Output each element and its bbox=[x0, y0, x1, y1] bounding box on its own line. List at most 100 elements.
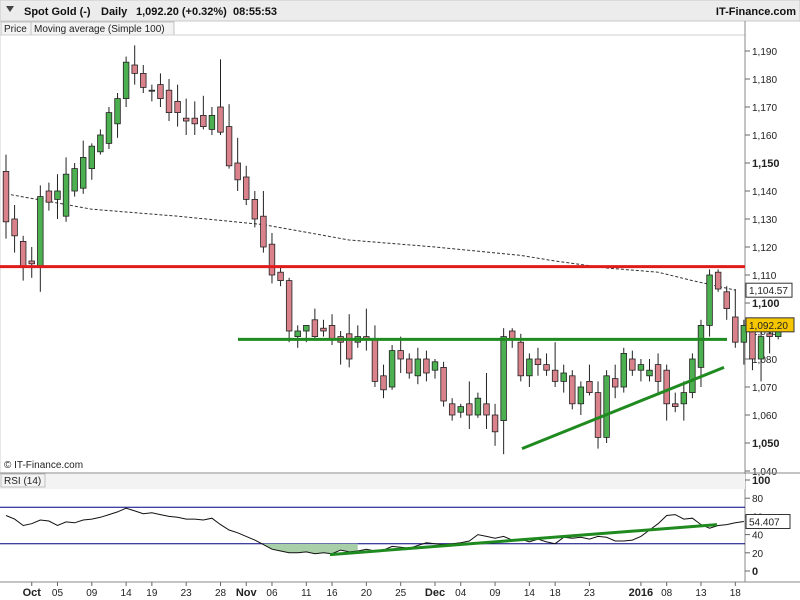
candle-body bbox=[723, 291, 730, 309]
ma-value-label: 1,104.57 bbox=[749, 286, 788, 297]
rsi-trend-line bbox=[329, 523, 718, 557]
x-tick-label: 09 bbox=[489, 588, 501, 599]
price-tick-label: 1,180 bbox=[752, 75, 777, 86]
x-tick-label: 23 bbox=[181, 588, 193, 599]
candle-body bbox=[594, 392, 602, 438]
candle-body bbox=[397, 350, 404, 360]
candle-body bbox=[732, 316, 739, 343]
dropdown-caret-icon[interactable] bbox=[6, 6, 14, 12]
candle-body bbox=[431, 361, 439, 371]
candle-body bbox=[491, 414, 499, 433]
ma-value-box bbox=[745, 282, 793, 298]
candle-body bbox=[448, 403, 456, 416]
rsi-legend-box[interactable] bbox=[0, 473, 46, 488]
x-tick-label: Oct bbox=[23, 587, 42, 599]
rsi-label: RSI (14) bbox=[4, 476, 41, 487]
rsi-tick-label: 0 bbox=[752, 566, 758, 578]
rsi-oversold-fill bbox=[263, 543, 358, 554]
x-tick-label: 14 bbox=[524, 588, 536, 599]
candle-body bbox=[654, 364, 662, 382]
header-bar bbox=[0, 0, 800, 22]
price-tick-label: 1,060 bbox=[752, 411, 777, 422]
candle-body bbox=[689, 358, 696, 393]
last-price-box bbox=[745, 317, 795, 333]
candle-body bbox=[97, 134, 104, 153]
candle-body bbox=[500, 336, 507, 422]
time-label: 08:55:53 bbox=[233, 6, 277, 18]
candle-body bbox=[577, 386, 585, 405]
rsi-tick-label: 20 bbox=[752, 549, 764, 560]
candle-body bbox=[345, 333, 353, 360]
moving-average-layer bbox=[5, 193, 736, 291]
candle-body bbox=[114, 98, 121, 125]
candle-body bbox=[543, 364, 550, 371]
candle-body bbox=[105, 112, 113, 144]
price-panel bbox=[0, 34, 746, 474]
candle-body bbox=[328, 324, 336, 340]
x-tick-label: 08 bbox=[661, 588, 673, 599]
candle-body bbox=[586, 380, 593, 393]
candle-body bbox=[208, 115, 216, 130]
candle-body bbox=[423, 358, 430, 374]
candle-body bbox=[234, 162, 241, 181]
instrument-name: Spot Gold (-) bbox=[24, 6, 91, 18]
candle-body bbox=[62, 173, 70, 217]
candle-body bbox=[200, 115, 207, 128]
candle-body bbox=[268, 243, 276, 276]
candle-body bbox=[122, 61, 130, 100]
candle-body bbox=[88, 145, 95, 169]
quote-label: 1,092.20 (+0.32%) bbox=[136, 6, 227, 18]
candle-body bbox=[157, 84, 164, 99]
price-tick-label: 1,050 bbox=[752, 438, 780, 450]
x-tick-label: 05 bbox=[52, 588, 64, 599]
price-tick-label: 1,090 bbox=[752, 327, 777, 338]
price-tick-label: 1,100 bbox=[752, 298, 780, 310]
candle-body bbox=[697, 324, 705, 368]
candle-body bbox=[28, 260, 35, 265]
x-tick-label: 19 bbox=[146, 588, 158, 599]
candle-body bbox=[714, 271, 722, 290]
price-tick-label: 1,130 bbox=[752, 215, 777, 226]
moving-average-line bbox=[5, 193, 736, 291]
candle-body bbox=[11, 218, 18, 237]
candle-body bbox=[165, 89, 173, 113]
candle-body bbox=[672, 403, 679, 407]
uptrend-line bbox=[521, 366, 725, 450]
candle-body bbox=[225, 126, 233, 167]
candle-body bbox=[54, 190, 61, 200]
candle-body bbox=[320, 327, 327, 332]
candle-body bbox=[303, 324, 310, 332]
last-price-label: 1,092.20 bbox=[749, 321, 788, 332]
x-tick-label: 25 bbox=[395, 588, 407, 599]
candle-body bbox=[251, 198, 259, 220]
candle-body bbox=[37, 196, 44, 268]
candle-body bbox=[285, 280, 293, 332]
candle-body bbox=[182, 117, 190, 122]
candle-body bbox=[217, 106, 224, 133]
x-tick-label: 23 bbox=[584, 588, 596, 599]
candle-body bbox=[243, 176, 250, 200]
candle-body bbox=[388, 350, 396, 388]
candle-body bbox=[526, 358, 533, 377]
rsi-axis: 02040608010054.407 bbox=[745, 475, 791, 578]
x-tick-label: 13 bbox=[695, 588, 707, 599]
candle-body bbox=[740, 324, 748, 343]
watermark: © IT-Finance.com bbox=[4, 460, 83, 471]
price-labels: 1,104.57 1,092.20 bbox=[745, 282, 795, 333]
x-tick-label: 16 bbox=[326, 588, 338, 599]
x-tick-label: 2016 bbox=[629, 587, 653, 599]
candle-body bbox=[294, 330, 301, 337]
candle-body bbox=[483, 403, 490, 416]
candle-body bbox=[534, 358, 542, 365]
candle-body bbox=[757, 336, 765, 360]
x-tick-label: 14 bbox=[121, 588, 133, 599]
candle-body bbox=[637, 364, 645, 371]
candle-body bbox=[140, 73, 147, 88]
candle-body bbox=[457, 406, 464, 413]
rsi-header bbox=[0, 474, 745, 489]
brand-label: IT-Finance.com bbox=[716, 6, 796, 18]
candle-body bbox=[663, 369, 670, 405]
candle-body bbox=[131, 64, 138, 74]
